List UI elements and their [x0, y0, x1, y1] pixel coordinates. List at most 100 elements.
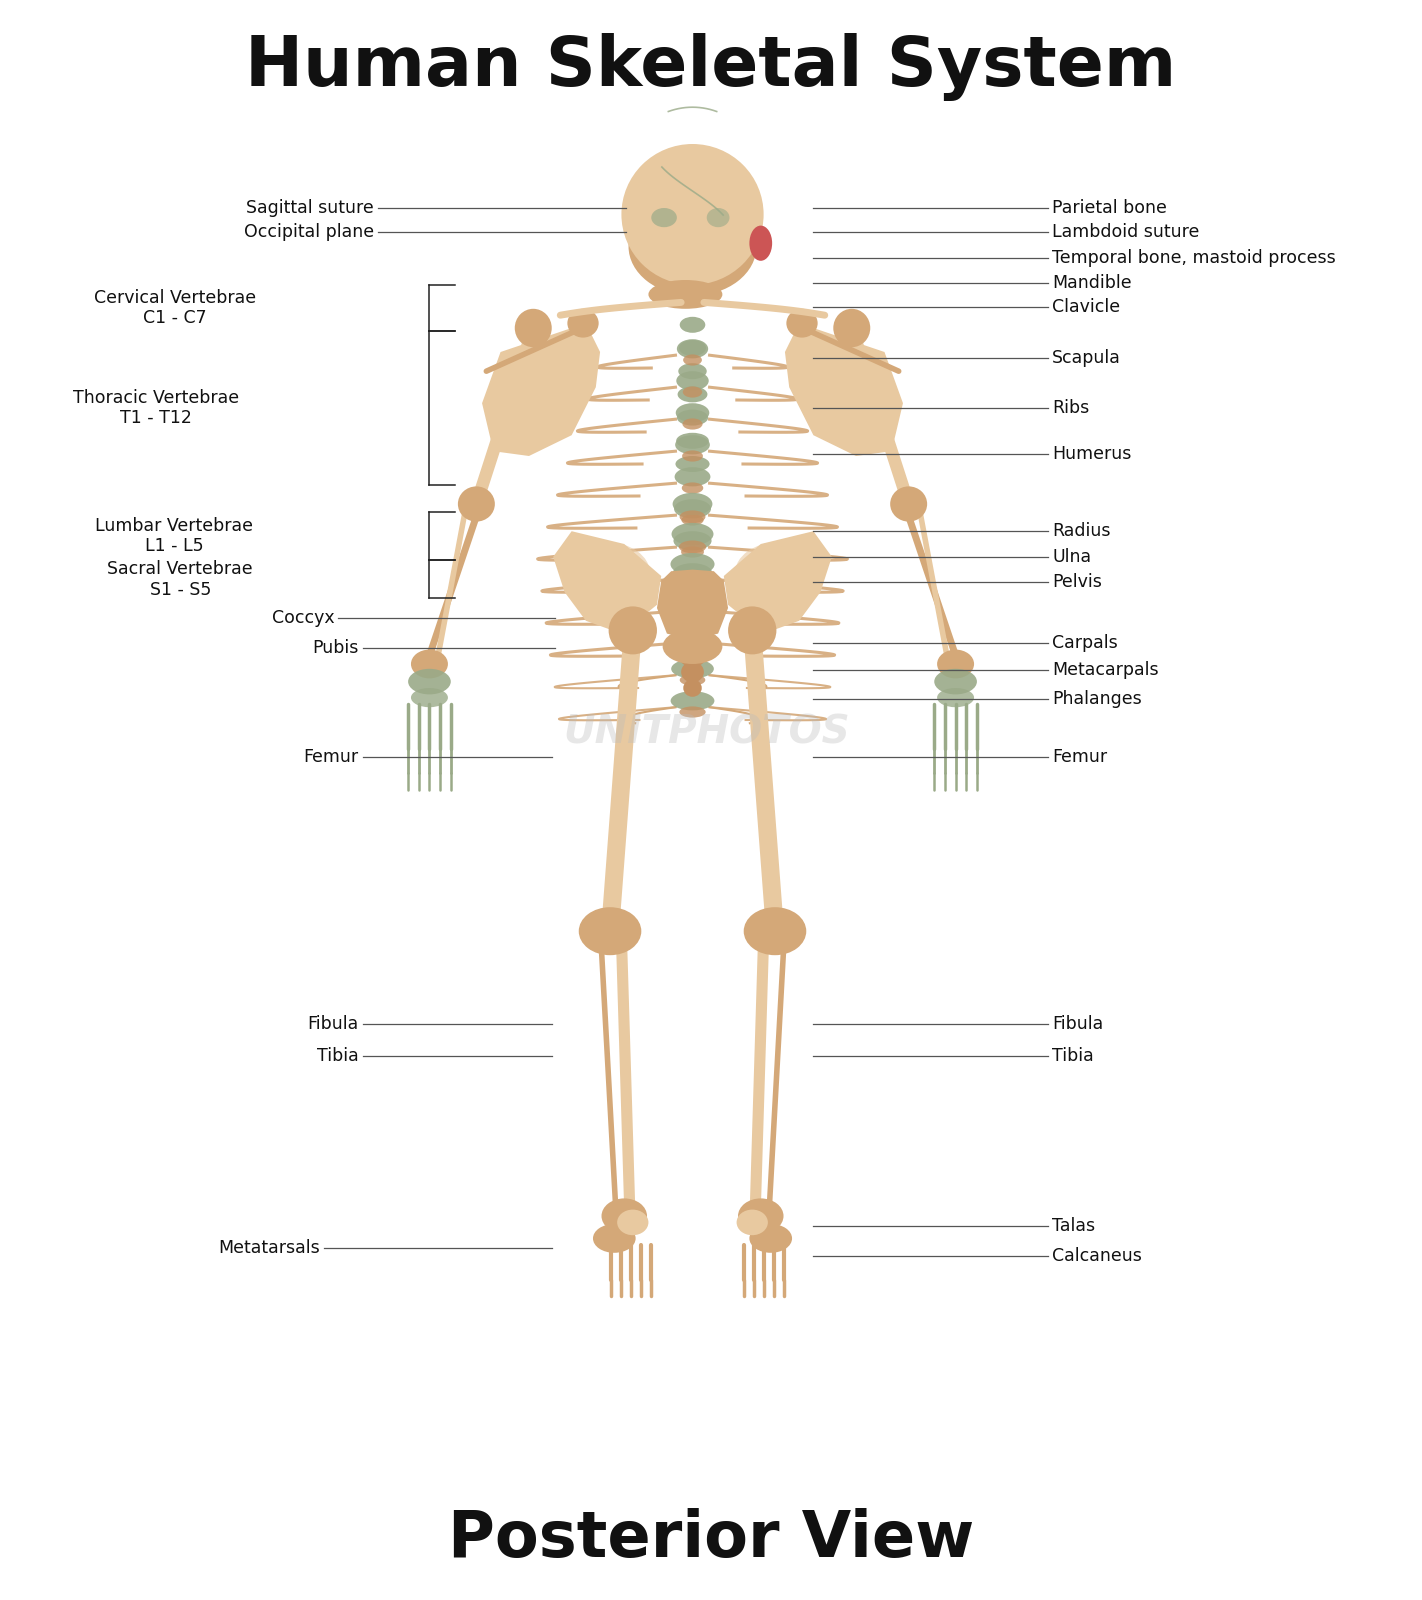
Ellipse shape	[671, 659, 714, 678]
Ellipse shape	[728, 606, 776, 654]
Ellipse shape	[408, 669, 451, 694]
Text: Clavicle: Clavicle	[1052, 298, 1121, 317]
Text: Sacral Vertebrae
S1 - S5: Sacral Vertebrae S1 - S5	[108, 560, 253, 598]
Text: Carpals: Carpals	[1052, 634, 1118, 653]
Ellipse shape	[683, 355, 702, 365]
Ellipse shape	[786, 309, 818, 338]
Ellipse shape	[683, 451, 702, 461]
Text: Occipital plane: Occipital plane	[243, 222, 374, 242]
Ellipse shape	[674, 499, 711, 518]
Ellipse shape	[636, 163, 735, 227]
Ellipse shape	[681, 547, 704, 557]
Ellipse shape	[680, 610, 705, 621]
Ellipse shape	[663, 629, 722, 664]
Text: Humerus: Humerus	[1052, 445, 1132, 464]
Text: Tibia: Tibia	[1052, 1046, 1094, 1066]
Ellipse shape	[617, 1210, 648, 1235]
Ellipse shape	[744, 907, 806, 955]
Ellipse shape	[678, 363, 707, 379]
Ellipse shape	[593, 1224, 636, 1253]
Ellipse shape	[677, 371, 708, 390]
Text: Scapula: Scapula	[1052, 349, 1121, 368]
Text: Cervical Vertebrae
C1 - C7: Cervical Vertebrae C1 - C7	[94, 288, 256, 328]
Ellipse shape	[681, 515, 704, 525]
Ellipse shape	[671, 691, 714, 710]
Text: Pelvis: Pelvis	[1052, 573, 1102, 592]
Ellipse shape	[621, 144, 764, 285]
Ellipse shape	[680, 674, 705, 685]
Ellipse shape	[680, 339, 707, 355]
Ellipse shape	[673, 595, 712, 614]
Ellipse shape	[677, 410, 708, 426]
Ellipse shape	[671, 523, 714, 546]
Ellipse shape	[680, 317, 705, 333]
Ellipse shape	[411, 650, 448, 678]
Text: Phalanges: Phalanges	[1052, 690, 1142, 709]
Ellipse shape	[668, 613, 717, 635]
Ellipse shape	[648, 280, 722, 309]
Ellipse shape	[677, 432, 708, 448]
Text: Fibula: Fibula	[307, 1014, 358, 1034]
Text: Human Skeletal System: Human Skeletal System	[246, 34, 1176, 101]
Text: Talas: Talas	[1052, 1216, 1095, 1235]
Ellipse shape	[681, 662, 704, 682]
Text: Coccyx: Coccyx	[272, 608, 334, 627]
Text: Radius: Radius	[1052, 522, 1111, 541]
Text: Calcaneus: Calcaneus	[1052, 1246, 1142, 1266]
Ellipse shape	[680, 642, 705, 653]
Text: Parietal bone: Parietal bone	[1052, 198, 1167, 218]
Text: UNITPHOTOS: UNITPHOTOS	[563, 714, 850, 752]
Ellipse shape	[671, 627, 714, 646]
Text: Femur: Femur	[1052, 747, 1108, 766]
Ellipse shape	[934, 669, 977, 694]
Ellipse shape	[937, 650, 974, 678]
Text: Thoracic Vertebrae
T1 - T12: Thoracic Vertebrae T1 - T12	[73, 389, 239, 427]
Ellipse shape	[675, 456, 710, 472]
Ellipse shape	[833, 309, 870, 347]
Ellipse shape	[680, 510, 705, 523]
Text: Sagittal suture: Sagittal suture	[246, 198, 374, 218]
Text: Ribs: Ribs	[1052, 398, 1089, 418]
Ellipse shape	[602, 1198, 647, 1234]
Text: Posterior View: Posterior View	[448, 1509, 974, 1570]
Ellipse shape	[609, 606, 657, 654]
Ellipse shape	[681, 483, 704, 493]
Ellipse shape	[674, 531, 711, 550]
Polygon shape	[724, 531, 832, 634]
Ellipse shape	[749, 226, 772, 261]
Text: Lambdoid suture: Lambdoid suture	[1052, 222, 1200, 242]
Text: Metatarsals: Metatarsals	[218, 1238, 320, 1258]
Text: Metacarpals: Metacarpals	[1052, 661, 1159, 680]
Ellipse shape	[515, 309, 552, 347]
Ellipse shape	[680, 706, 705, 717]
Ellipse shape	[629, 197, 757, 296]
Text: Femur: Femur	[303, 747, 358, 766]
Ellipse shape	[737, 1210, 768, 1235]
Ellipse shape	[937, 688, 974, 707]
Ellipse shape	[671, 554, 715, 576]
Ellipse shape	[678, 541, 707, 554]
Ellipse shape	[651, 208, 677, 227]
Ellipse shape	[678, 642, 707, 667]
Ellipse shape	[683, 419, 702, 429]
Ellipse shape	[735, 542, 820, 603]
Text: Mandible: Mandible	[1052, 274, 1132, 293]
Ellipse shape	[683, 387, 702, 397]
Ellipse shape	[707, 208, 729, 227]
Ellipse shape	[738, 1198, 784, 1234]
Ellipse shape	[681, 578, 704, 590]
Ellipse shape	[567, 309, 599, 338]
Polygon shape	[553, 531, 661, 634]
Ellipse shape	[670, 582, 715, 605]
Ellipse shape	[677, 630, 708, 643]
Ellipse shape	[673, 493, 712, 515]
Ellipse shape	[749, 1224, 792, 1253]
Text: Lumbar Vertebrae
L1 - L5: Lumbar Vertebrae L1 - L5	[95, 517, 253, 555]
Ellipse shape	[890, 486, 927, 522]
Text: Pubis: Pubis	[311, 638, 358, 658]
Ellipse shape	[673, 563, 712, 582]
Ellipse shape	[678, 571, 707, 584]
Polygon shape	[657, 570, 728, 640]
Text: Tibia: Tibia	[317, 1046, 358, 1066]
Text: Fibula: Fibula	[1052, 1014, 1103, 1034]
